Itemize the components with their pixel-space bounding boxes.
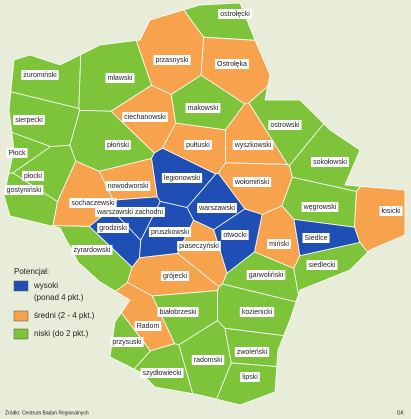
district-name: pułtuski bbox=[186, 142, 210, 149]
label-box bbox=[234, 347, 270, 357]
district-name: gostyniński bbox=[7, 187, 42, 194]
district-name: sierpecki bbox=[15, 117, 43, 124]
district-name: Ostrołęka bbox=[217, 61, 247, 68]
district-name: sokołowski bbox=[313, 159, 347, 166]
label-box bbox=[105, 140, 131, 150]
district-name: makowski bbox=[188, 105, 219, 112]
label-box bbox=[197, 203, 237, 213]
label-box bbox=[160, 271, 190, 281]
legend-title: Potencjał: bbox=[14, 267, 49, 276]
legend-label: (ponad 4 pkt.) bbox=[34, 293, 84, 302]
label-box bbox=[232, 177, 272, 187]
district-name: wyszkowski bbox=[234, 142, 272, 149]
district-labels: ostrołęcki przasnyski Ostrołęka żuromiński m… bbox=[4, 9, 403, 382]
legend-swatch bbox=[13, 328, 29, 340]
label-box bbox=[302, 233, 330, 243]
district-name: sochaczewski bbox=[71, 200, 115, 207]
district-name: łosicki bbox=[381, 208, 401, 215]
label-box bbox=[184, 140, 212, 150]
district-name: grodziski bbox=[99, 225, 127, 232]
source: Źródło: Centrum Badań Regionalnych bbox=[5, 409, 89, 416]
district-name: pruszkowski bbox=[151, 229, 190, 236]
label-box bbox=[97, 223, 129, 233]
district-name: legionowski bbox=[164, 175, 201, 182]
label-box bbox=[148, 227, 192, 237]
legend-swatch bbox=[13, 310, 29, 322]
district-name: szydłowiecki bbox=[143, 370, 182, 377]
district-name: mławski bbox=[108, 75, 133, 82]
district-name: miński bbox=[269, 241, 289, 248]
district-name: Płock bbox=[8, 150, 26, 157]
district-name: radomski bbox=[194, 357, 223, 364]
label-box bbox=[240, 372, 260, 382]
district-name: Radom bbox=[137, 323, 160, 330]
label-box bbox=[13, 115, 45, 125]
label-box bbox=[311, 157, 349, 167]
label-box bbox=[218, 9, 252, 19]
district-name: ciechanowski bbox=[124, 114, 166, 121]
label-box bbox=[153, 55, 191, 65]
label-box bbox=[95, 207, 165, 217]
label-box bbox=[134, 321, 162, 331]
label-box bbox=[379, 206, 403, 216]
label-box bbox=[191, 355, 225, 365]
district-name: garwoliński bbox=[249, 272, 284, 279]
label-box bbox=[71, 245, 113, 255]
legend-label: wysoki bbox=[33, 281, 58, 290]
district-name: węgrowski bbox=[303, 204, 337, 211]
label-box bbox=[161, 173, 203, 183]
label-box bbox=[140, 368, 184, 378]
label-box bbox=[122, 112, 168, 122]
label-box bbox=[110, 337, 144, 347]
district-name: białobrzeski bbox=[160, 309, 197, 316]
district-name: warszawski bbox=[198, 205, 235, 212]
label-box bbox=[22, 171, 44, 181]
author: GK bbox=[397, 410, 405, 416]
label-box bbox=[105, 73, 135, 83]
district-name: ostrołęcki bbox=[220, 11, 250, 18]
district-name: ostrowski bbox=[270, 122, 300, 129]
label-box bbox=[157, 307, 199, 317]
district-name: żyrardowski bbox=[74, 247, 111, 254]
district-name: warszawski zachodni bbox=[96, 209, 163, 216]
label-box bbox=[215, 59, 249, 69]
label-box bbox=[105, 181, 151, 191]
label-box bbox=[268, 120, 302, 130]
label-box bbox=[177, 241, 221, 251]
district-name: piaseczyński bbox=[179, 243, 219, 250]
district-name: otwocki bbox=[223, 232, 247, 239]
district-name: Siedlce bbox=[305, 235, 328, 242]
district-name: zwoleński bbox=[237, 349, 268, 356]
district bbox=[114, 282, 176, 352]
district-name: kozienicki bbox=[242, 309, 273, 316]
district bbox=[354, 185, 406, 253]
label-box bbox=[267, 239, 291, 249]
district bbox=[216, 362, 278, 406]
legend-swatch bbox=[13, 280, 29, 292]
district-name: nowodworski bbox=[108, 183, 149, 190]
label-box bbox=[4, 185, 44, 195]
district-name: grójecki bbox=[163, 273, 188, 280]
label-box bbox=[221, 230, 249, 240]
district-name: siedlecki bbox=[309, 262, 336, 269]
label-box bbox=[239, 307, 275, 317]
district-name: płocki bbox=[24, 173, 42, 180]
district-name: żuromiński bbox=[23, 72, 57, 79]
district-name: wołomiński bbox=[234, 179, 270, 186]
district-name: przysuski bbox=[112, 339, 142, 346]
legend-label: niski (do 2 pkt.) bbox=[34, 329, 89, 338]
label-box bbox=[69, 198, 117, 208]
legend-label: średni (2 - 4 pkt.) bbox=[34, 311, 95, 320]
label-box bbox=[21, 70, 59, 80]
label-box bbox=[185, 103, 221, 113]
label-box bbox=[306, 260, 338, 270]
label-box bbox=[301, 202, 339, 212]
label-box bbox=[6, 148, 28, 158]
district-name: przasnyski bbox=[155, 57, 189, 64]
label-box bbox=[232, 140, 274, 150]
label-box bbox=[246, 270, 286, 280]
district-name: lipski bbox=[242, 374, 258, 381]
district-name: płoński bbox=[107, 142, 129, 149]
